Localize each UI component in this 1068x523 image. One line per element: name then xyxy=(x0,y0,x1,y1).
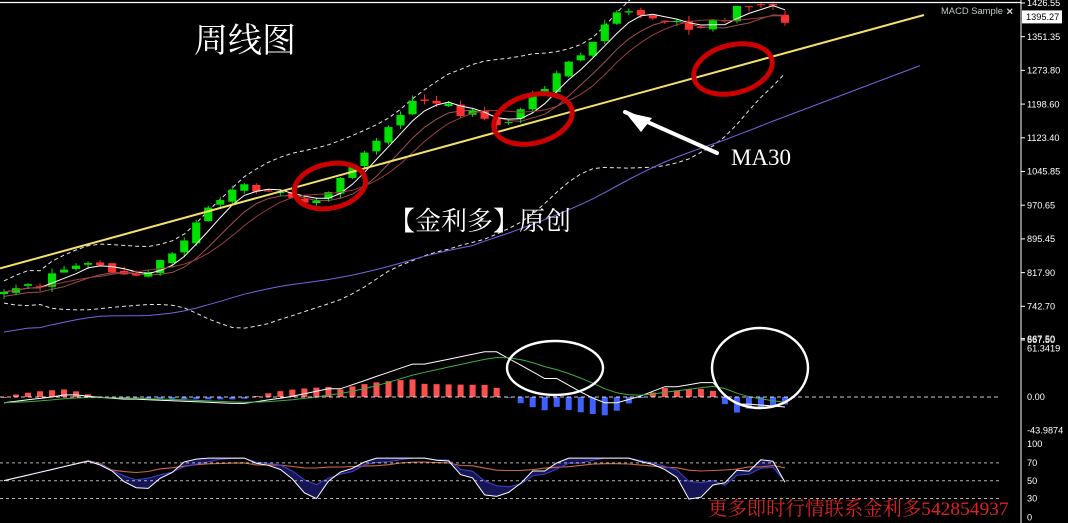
svg-text:1273.80: 1273.80 xyxy=(1027,66,1060,76)
svg-text:1198.60: 1198.60 xyxy=(1027,99,1060,109)
svg-text:70: 70 xyxy=(1027,458,1037,468)
svg-text:742.70: 742.70 xyxy=(1027,302,1055,312)
svg-text:1123.40: 1123.40 xyxy=(1027,133,1060,143)
svg-text:30: 30 xyxy=(1027,494,1037,504)
svg-text:【金利多】原创: 【金利多】原创 xyxy=(389,207,571,236)
svg-text:667.50: 667.50 xyxy=(1027,334,1055,344)
svg-text:0.00: 0.00 xyxy=(1027,392,1045,402)
svg-text:50: 50 xyxy=(1027,476,1037,486)
svg-text:61.3419: 61.3419 xyxy=(1027,344,1060,354)
svg-text:MACD Sample: MACD Sample xyxy=(941,5,1003,16)
svg-text:✕: ✕ xyxy=(1006,7,1014,17)
svg-text:-43.9874: -43.9874 xyxy=(1027,426,1063,436)
svg-text:895.45: 895.45 xyxy=(1027,234,1055,244)
svg-text:0: 0 xyxy=(1027,513,1032,523)
svg-text:MA30: MA30 xyxy=(731,145,791,170)
svg-text:1351.35: 1351.35 xyxy=(1027,32,1060,42)
svg-text:817.90: 817.90 xyxy=(1027,268,1055,278)
svg-text:970.65: 970.65 xyxy=(1027,200,1055,210)
svg-text:1395.27: 1395.27 xyxy=(1026,12,1059,22)
svg-text:1045.85: 1045.85 xyxy=(1027,167,1060,177)
svg-text:100: 100 xyxy=(1027,439,1042,449)
svg-text:更多即时行情联系金利多542854937: 更多即时行情联系金利多542854937 xyxy=(708,498,1009,520)
svg-text:1426.55: 1426.55 xyxy=(1027,0,1060,8)
svg-text:周线图: 周线图 xyxy=(194,22,296,60)
